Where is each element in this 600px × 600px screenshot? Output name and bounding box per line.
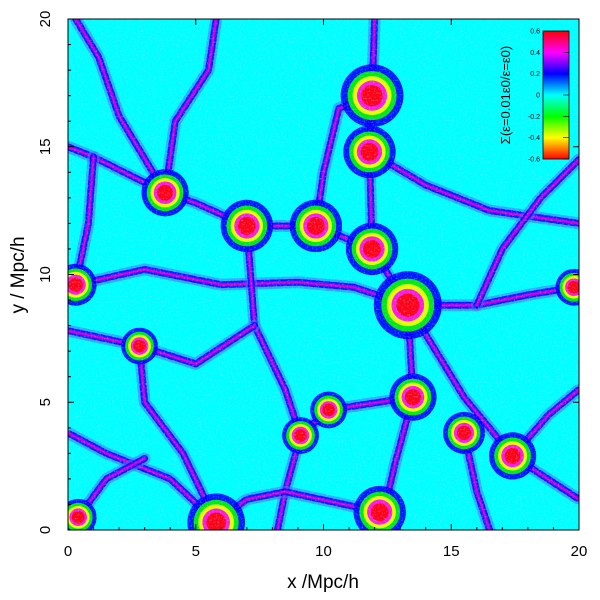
x-tick-label: 10 (315, 543, 332, 560)
y-axis-ticks: 0 5 10 15 20 (37, 11, 579, 534)
colorbar-label: Σ(ε=0.01ε0/ε=ε0) (498, 46, 513, 144)
colorbar-tick-label: 0.4 (530, 50, 540, 57)
x-tick-label: 15 (443, 543, 460, 560)
plot-area (67, 18, 580, 531)
y-axis-label: y / Mpc/h (8, 236, 29, 313)
colorbar: 0.6 0.4 0.2 0 -0.2 -0.4 -0.6 Σ(ε=0.01ε0/ε=ε0) (498, 29, 570, 164)
x-tick-label: 20 (571, 543, 588, 560)
y-tick-label: 0 (37, 526, 54, 534)
speckle-texture (68, 19, 579, 530)
colorbar-tick-label: 0 (536, 93, 540, 100)
x-tick-label: 5 (192, 543, 200, 560)
colorbar-tick-label: -0.4 (528, 135, 540, 142)
colorbar-tick-label: 0.6 (530, 29, 540, 36)
x-tick-label: 0 (64, 543, 72, 560)
y-tick-label: 10 (37, 266, 54, 283)
y-tick-label: 20 (37, 11, 54, 28)
colorbar-tick-label: -0.6 (528, 157, 540, 164)
colorbar-ticks: 0.6 0.4 0.2 0 -0.2 -0.4 -0.6 (528, 29, 569, 164)
colorbar-tick-label: 0.2 (530, 71, 540, 78)
y-tick-label: 5 (37, 398, 54, 406)
colorbar-tick-label: -0.2 (528, 114, 540, 121)
x-axis-ticks: 0 5 10 15 20 (64, 19, 588, 560)
x-axis-label: x /Mpc/h (287, 572, 359, 593)
y-tick-label: 15 (37, 138, 54, 155)
